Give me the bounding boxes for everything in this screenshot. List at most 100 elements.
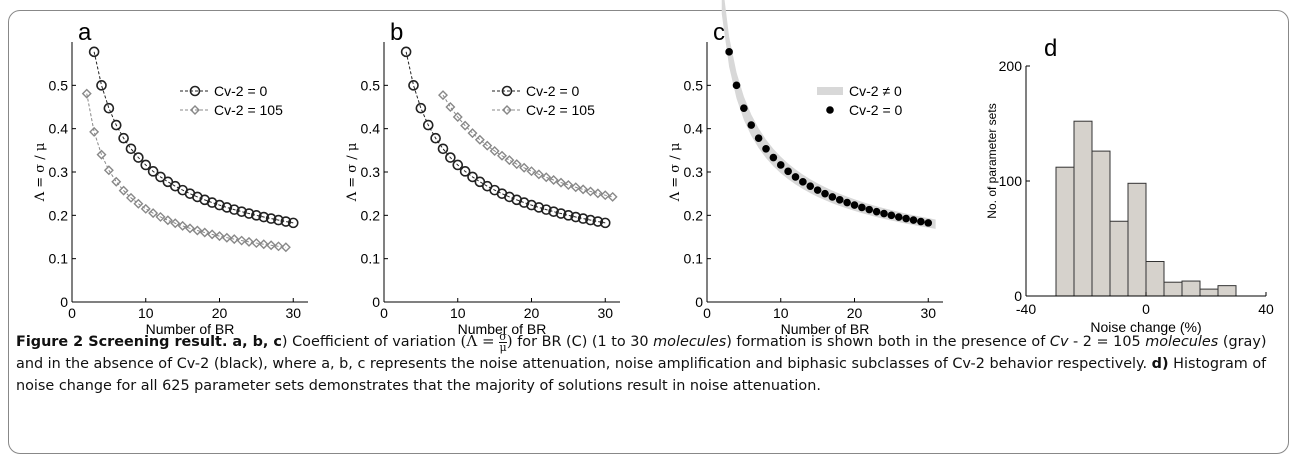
data-point [791, 173, 800, 181]
data-point [540, 204, 552, 215]
data-point [430, 132, 441, 144]
data-point [909, 216, 918, 224]
legend-label: Cv-2 = 0 [526, 83, 580, 99]
data-point [902, 214, 910, 223]
data-point [599, 217, 611, 229]
y-tick-label: 0 [60, 294, 68, 310]
y-axis-label: Λ = σ / μ [668, 143, 683, 203]
histogram-bar [1073, 120, 1093, 297]
data-point [96, 80, 107, 91]
data-point [563, 180, 574, 190]
data-point [229, 234, 240, 245]
data-point [917, 217, 925, 226]
data-point [81, 88, 92, 99]
data-point [858, 203, 866, 212]
data-point [813, 186, 822, 194]
data-point [519, 162, 530, 173]
data-point [214, 199, 225, 211]
panel-a: a 0 0.1 0.2 0.3 0.4 0.5 0 10 20 30 Number of BR Λ = … [20, 12, 320, 337]
y-tick-label: 0.3 [361, 164, 381, 180]
data-point [600, 190, 611, 201]
y-tick-label: 0.5 [49, 77, 69, 93]
y-axis-label: Λ = σ / μ [345, 143, 360, 203]
y-tick-label: 100 [999, 173, 1023, 189]
data-point [126, 192, 136, 203]
panel-b-chart: b 0 0.1 0.2 0.3 0.4 0.5 0 10 20 30 Number of BR Λ = … [345, 19, 620, 337]
data-point [865, 205, 874, 214]
legend-swatch [817, 87, 843, 95]
data-point [460, 120, 471, 131]
data-point [894, 213, 903, 221]
x-tick-label: 20 [847, 305, 863, 321]
data-point [843, 198, 851, 207]
data-point [740, 104, 748, 113]
y-tick-label: 0.4 [49, 121, 69, 137]
data-point [244, 236, 254, 247]
panel-letter: b [390, 19, 403, 46]
panel-letter: c [713, 19, 725, 46]
data-point [214, 231, 225, 242]
data-point [585, 186, 596, 197]
caption-figure-label: Figure 2 Screening result [16, 334, 222, 350]
data-point [415, 102, 427, 114]
y-tick-label: 0.5 [684, 77, 704, 93]
data-point [207, 229, 218, 240]
x-tick-label: 0 [380, 305, 388, 321]
data-point [280, 216, 292, 227]
x-tick-label: 30 [920, 305, 936, 321]
panel-c: c 0 0.1 0.2 0.3 0.4 0.5 0 10 20 30 Number of BR Λ = … [655, 0, 955, 337]
x-tick-label: 10 [138, 305, 154, 321]
data-point [452, 112, 463, 122]
data-point [438, 90, 448, 101]
data-point [280, 242, 291, 253]
data-point [452, 159, 464, 171]
data-point [118, 185, 129, 196]
data-point [497, 150, 507, 161]
data-point [287, 217, 299, 229]
data-point [148, 208, 159, 219]
data-point [400, 46, 412, 58]
data-point [110, 119, 122, 131]
data-point [828, 193, 837, 201]
data-point [799, 178, 807, 186]
data-point [880, 209, 888, 218]
y-tick-label: 0.1 [684, 251, 704, 267]
legend-marker [189, 85, 201, 97]
data-point [769, 153, 778, 162]
data-point [162, 215, 173, 226]
data-point [578, 184, 589, 195]
data-point [548, 206, 559, 217]
data-point [504, 155, 515, 166]
series-line [442, 94, 613, 198]
y-tick-label: 0.5 [361, 77, 381, 93]
y-tick-label: 0.1 [361, 251, 381, 267]
data-point [89, 126, 100, 137]
legend-label: Cv-2 = 0 [849, 102, 903, 118]
data-point [103, 102, 115, 114]
x-tick-label: 0 [1142, 301, 1150, 317]
data-point [199, 227, 210, 238]
y-tick-label: 0.3 [49, 164, 69, 180]
data-point [118, 132, 129, 144]
x-axis-label: Number of BR [146, 321, 235, 337]
data-point [133, 198, 144, 209]
data-point [243, 208, 255, 219]
panel-c-chart: c 0 0.1 0.2 0.3 0.4 0.5 0 10 20 30 Number of BR Λ = … [668, 0, 943, 337]
data-point [459, 166, 471, 177]
data-point [563, 210, 574, 221]
panel-d: d 0 100 200 -40 0 40 Noise change (%) No. of par… [960, 12, 1280, 335]
data-point [784, 167, 792, 176]
caption-lambda-formula: (Λ = σ μ) [460, 329, 513, 354]
data-point [422, 119, 434, 131]
histogram-bar [1163, 281, 1183, 297]
data-point [147, 166, 159, 177]
data-point [526, 199, 537, 211]
x-tick-label: 10 [450, 305, 466, 321]
y-axis-label: No. of parameter sets [985, 103, 999, 218]
data-point [236, 206, 247, 217]
x-axis-label: Number of BR [458, 321, 547, 337]
legend-marker [501, 85, 513, 97]
data-point [258, 239, 269, 250]
y-tick-label: 0.2 [49, 207, 69, 223]
